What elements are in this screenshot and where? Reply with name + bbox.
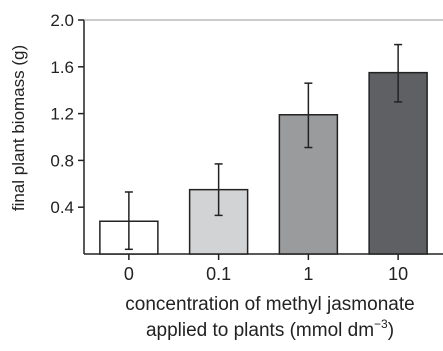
error-bars [124, 43, 403, 251]
y-tick-label: 1.2 [50, 105, 74, 124]
x-axis-label-line-2: applied to plants (mmol dm−3) [146, 317, 394, 341]
x-axis-label-line-2-close: ) [388, 320, 394, 341]
x-tick-label: 10 [388, 264, 408, 284]
y-tick-label: 2.0 [50, 11, 74, 30]
tick-labels: 0.4 0.8 1.2 1.6 2.0 0 0.1 1 10 [50, 11, 408, 284]
y-axis-label: final plant biomass (g) [9, 45, 28, 211]
x-tick-label: 0.1 [206, 264, 231, 284]
y-tick-label: 1.6 [50, 58, 74, 77]
x-axis-label-line-1: concentration of methyl jasmonate [125, 294, 414, 315]
x-axis-label-line-2-main: applied to plants (mmol dm [146, 320, 374, 341]
x-tick-label: 0 [124, 264, 134, 284]
x-axis-label-line-2-sup: −3 [374, 317, 388, 331]
x-tick-label: 1 [303, 264, 313, 284]
y-tick-label: 0.8 [50, 151, 74, 170]
bars [99, 71, 428, 255]
y-tick-label: 0.4 [50, 198, 74, 217]
